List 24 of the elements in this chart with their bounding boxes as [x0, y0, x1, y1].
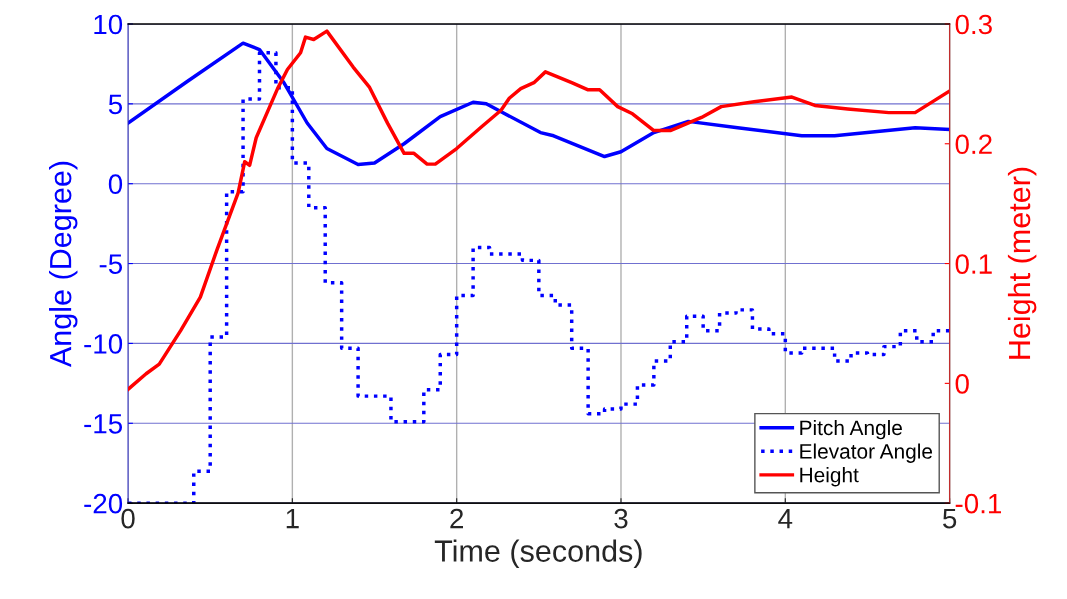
legend-label: Pitch Angle: [800, 419, 902, 440]
legend-label: Elevator Angle: [800, 443, 933, 463]
x-tick-label: 4: [778, 509, 793, 529]
y-tick-label: 5: [108, 94, 123, 115]
y2-tick-label: 0.2: [955, 134, 992, 155]
x-tick-label: 1: [286, 509, 299, 529]
line-series: [128, 29, 950, 392]
y-tick-label: -20: [84, 493, 123, 514]
y-tick-label: -5: [99, 254, 123, 274]
y2-tick-label: -0.1: [955, 493, 1001, 514]
y2-tick-label: 0.3: [955, 14, 992, 35]
y-tick-label: 10: [94, 14, 123, 35]
y2-tick-label: 0.1: [955, 254, 992, 274]
y2-axis-title: Height (meter): [1007, 167, 1037, 359]
x-tick-label: 2: [450, 508, 464, 529]
y-axis-title: Angle (Degree): [49, 161, 78, 368]
x-tick-label: 3: [614, 508, 628, 529]
y-tick-label: 0: [108, 174, 123, 195]
x-tick-label: 5: [943, 509, 957, 529]
y-tick-label: -10: [84, 334, 123, 354]
x-axis-title: Time (seconds): [434, 539, 642, 568]
legend-label: Height: [800, 467, 859, 487]
y-tick-label: -15: [84, 414, 123, 434]
y2-tick-label: 0: [955, 374, 969, 394]
